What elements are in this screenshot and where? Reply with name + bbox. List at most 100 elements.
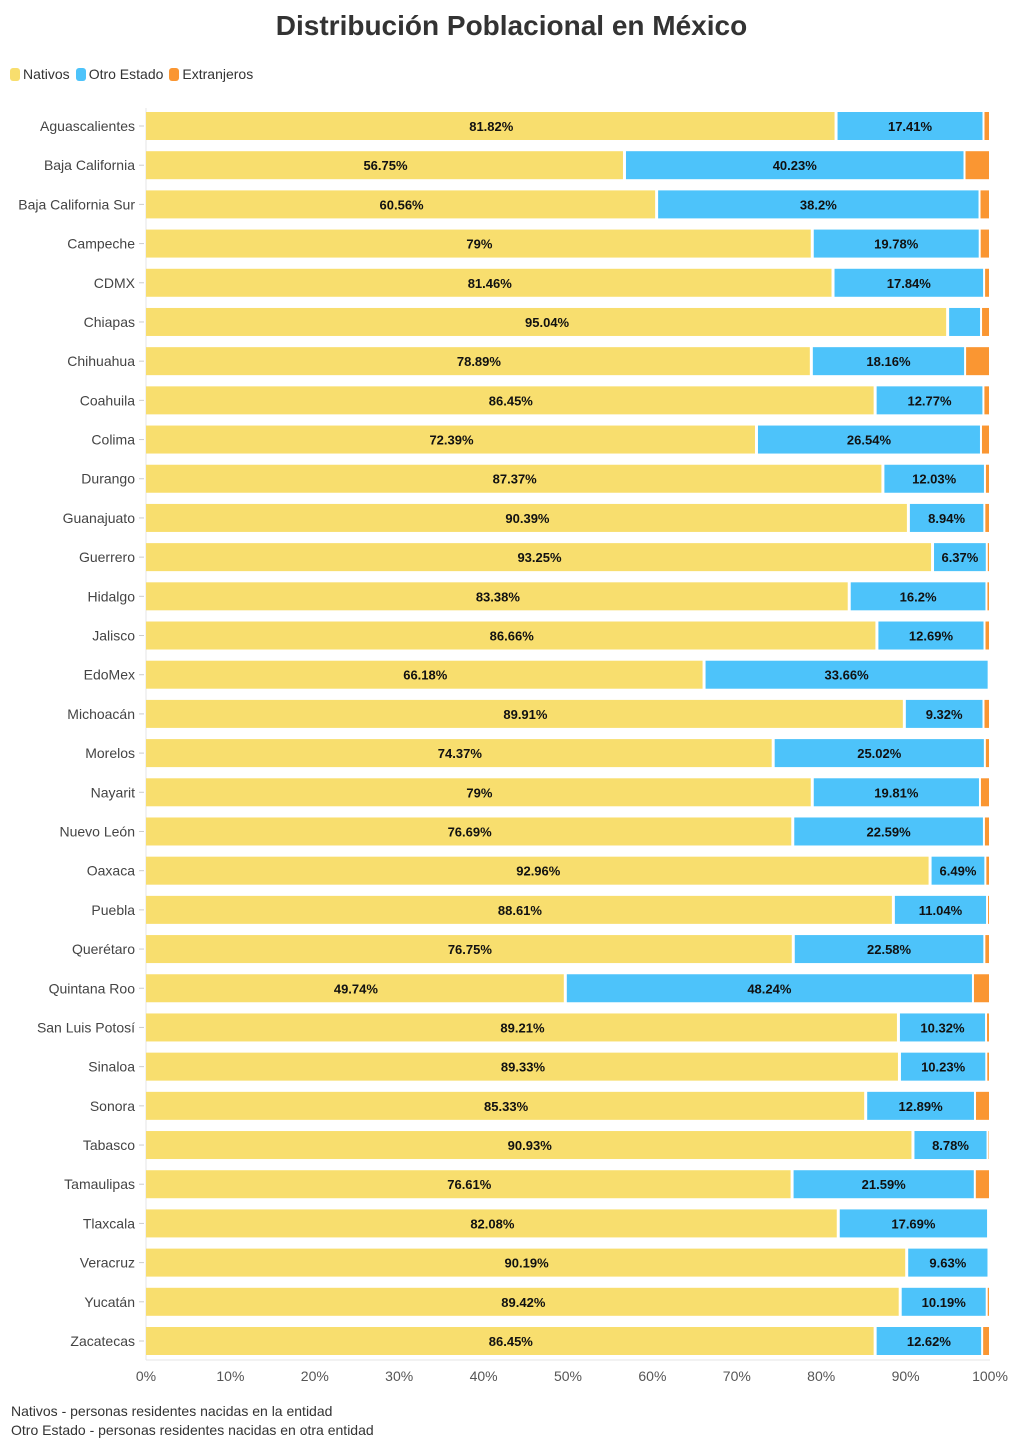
bar-segment-otro-estado[interactable] [908,1248,988,1277]
bar-segment-otro-estado[interactable] [914,1131,987,1160]
bar-segment-nativos[interactable] [146,778,811,807]
bar-segment-otro-estado[interactable] [876,1327,982,1355]
bar-segment-nativos[interactable] [146,895,892,924]
bar-segment-nativos[interactable] [146,268,832,297]
bar-segment-nativos[interactable] [146,935,792,964]
bar-segment-otro-estado[interactable] [705,660,988,689]
bar-segment-otro-estado[interactable] [658,190,979,219]
bar-segment-extranjeros[interactable] [973,974,989,1003]
bar-segment-otro-estado[interactable] [949,307,981,336]
data-label: 33.66% [825,668,870,683]
bar-segment-otro-estado[interactable] [850,582,986,611]
bar-segment-nativos[interactable] [146,425,755,454]
bar-segment-extranjeros[interactable] [988,895,989,924]
bar-segment-extranjeros[interactable] [984,817,989,846]
bar-segment-extranjeros[interactable] [985,464,989,493]
bar-segment-extranjeros[interactable] [986,856,989,885]
bar-segment-extranjeros[interactable] [985,268,989,297]
bar-segment-otro-estado[interactable] [894,895,987,924]
bar-segment-otro-estado[interactable] [794,817,983,846]
bar-segment-nativos[interactable] [146,1209,837,1238]
bar-segment-otro-estado[interactable] [813,229,979,258]
bar-segment-nativos[interactable] [146,229,811,258]
bar-segment-extranjeros[interactable] [985,621,989,650]
bar-segment-extranjeros[interactable] [975,1170,989,1199]
bar-segment-nativos[interactable] [146,1131,912,1160]
bar-segment-nativos[interactable] [146,1013,897,1042]
bar-segment-nativos[interactable] [146,190,656,219]
bar-segment-extranjeros[interactable] [965,151,989,180]
bar-segment-otro-estado[interactable] [812,347,965,376]
bar-segment-extranjeros[interactable] [984,699,989,728]
bar-segment-otro-estado[interactable] [905,699,983,728]
bar-segment-nativos[interactable] [146,503,907,532]
bar-segment-otro-estado[interactable] [876,386,983,415]
bar-segment-extranjeros[interactable] [982,307,989,336]
bar-segment-extranjeros[interactable] [987,1287,989,1316]
bar-segment-otro-estado[interactable] [884,464,984,493]
bar-segment-extranjeros[interactable] [985,739,989,768]
x-tick-label: 0% [136,1368,156,1384]
bar-segment-extranjeros[interactable] [985,935,989,964]
bar-segment-otro-estado[interactable] [793,1170,974,1199]
bar-segment-nativos[interactable] [146,307,947,336]
bar-segment-otro-estado[interactable] [878,621,984,650]
bar-segment-otro-estado[interactable] [909,503,984,532]
bar-segment-otro-estado[interactable] [900,1052,986,1081]
bar-segment-nativos[interactable] [146,1170,791,1199]
bar-segment-nativos[interactable] [146,817,792,846]
bar-segment-nativos[interactable] [146,464,882,493]
bar-segment-nativos[interactable] [146,386,874,415]
bar-segment-nativos[interactable] [146,582,848,611]
bar-segment-nativos[interactable] [146,347,810,376]
bar-segment-extranjeros[interactable] [987,1052,989,1081]
bar-segment-otro-estado[interactable] [839,1209,988,1238]
bar-segment-otro-estado[interactable] [625,151,964,180]
bar-segment-extranjeros[interactable] [966,347,989,376]
bar-segment-extranjeros[interactable] [980,229,989,258]
bar-segment-nativos[interactable] [146,660,703,689]
bar-segment-otro-estado[interactable] [934,543,986,572]
bar-segment-nativos[interactable] [146,856,929,885]
bar-segment-otro-estado[interactable] [837,112,983,140]
y-tick-label: Michoacán [67,706,135,722]
bar-segment-nativos[interactable] [146,1248,906,1277]
bar-segment-extranjeros[interactable] [987,543,989,572]
bar-segment-otro-estado[interactable] [899,1013,986,1042]
bar-segment-extranjeros[interactable] [984,386,989,415]
bar-segment-otro-estado[interactable] [901,1287,986,1316]
bar-segment-nativos[interactable] [146,699,903,728]
y-tick-label: Jalisco [92,628,135,644]
bar-segment-otro-estado[interactable] [813,778,979,807]
bar-segment-otro-estado[interactable] [794,935,984,964]
legend-item-otro-estado[interactable]: Otro Estado [75,66,163,82]
bar-segment-extranjeros[interactable] [987,1013,989,1042]
bar-segment-nativos[interactable] [146,1052,898,1081]
bar-segment-nativos[interactable] [146,543,932,572]
legend-item-extranjeros[interactable]: Extranjeros [169,66,253,82]
bar-segment-nativos[interactable] [146,1091,865,1120]
bar-segment-extranjeros[interactable] [980,778,989,807]
bar-segment-otro-estado[interactable] [774,739,984,768]
bar-segment-extranjeros[interactable] [987,582,989,611]
bar-segment-nativos[interactable] [146,621,876,650]
bar-segment-otro-estado[interactable] [757,425,980,454]
bar-segment-extranjeros[interactable] [985,503,989,532]
bar-segment-nativos[interactable] [146,151,623,180]
bar-segment-otro-estado[interactable] [931,856,985,885]
bar-segment-nativos[interactable] [146,974,564,1003]
bar-segment-extranjeros[interactable] [980,190,989,219]
bar-segment-extranjeros[interactable] [975,1091,989,1120]
bar-segment-extranjeros[interactable] [984,112,989,140]
legend-item-nativos[interactable]: Nativos [10,66,70,82]
bar-segment-nativos[interactable] [146,112,835,140]
bar-segment-nativos[interactable] [146,1287,899,1316]
bar-segment-nativos[interactable] [146,739,772,768]
bar-segment-nativos[interactable] [146,1327,874,1355]
data-label: 89.42% [501,1295,546,1310]
bar-segment-extranjeros[interactable] [981,425,989,454]
bar-segment-otro-estado[interactable] [566,974,972,1003]
bar-segment-otro-estado[interactable] [834,268,984,297]
bar-segment-extranjeros[interactable] [983,1327,989,1355]
bar-segment-otro-estado[interactable] [867,1091,974,1120]
